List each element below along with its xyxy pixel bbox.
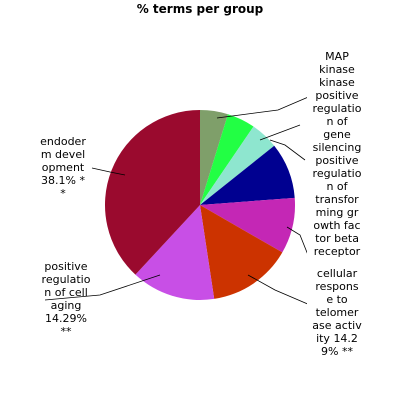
label-endoderm-line-1: m devel — [41, 148, 85, 161]
label-endoderm-line-3: 38.1% * — [41, 174, 85, 187]
pie-slice-2 — [200, 126, 275, 205]
label-map-kinase-tgf-beta-bg — [307, 50, 367, 260]
pie-slice-0 — [200, 110, 228, 205]
label-telomerase-line-2: e to — [326, 293, 348, 306]
pie-slice-4 — [200, 197, 295, 253]
label-cell-aging-line-1: regulatio — [42, 273, 91, 286]
label-map-kinase-tgf-beta-line-7: silencing — [313, 141, 362, 154]
label-map-kinase-tgf-beta-line-4: regulatio — [313, 102, 362, 115]
label-map-kinase-tgf-beta-line-0: MAP — [325, 50, 349, 63]
label-map-kinase-tgf-beta-line-11: transfor — [315, 193, 359, 206]
label-telomerase-line-1: respons — [315, 280, 358, 293]
label-map-kinase-tgf-beta-line-12: ming gr — [316, 206, 359, 219]
label-map-kinase-tgf-beta-line-1: kinase — [319, 63, 355, 76]
leader-line-tgf-beta — [269, 139, 306, 161]
label-cell-aging-line-0: positive — [44, 260, 87, 273]
label-cell-aging-line-3: aging — [51, 299, 82, 312]
label-cell-aging-line-2: n of cell — [44, 286, 88, 299]
pie-slice-7 — [104, 110, 200, 275]
leader-lines — [44, 94, 314, 306]
label-map-kinase-tgf-beta-line-10: n of — [326, 180, 348, 193]
label-map-kinase-tgf-beta-line-9: regulatio — [313, 167, 362, 180]
label-endoderm-line-0: endoder — [40, 135, 86, 148]
pie-slice-1 — [200, 114, 254, 205]
label-map-kinase-tgf-beta-line-15: receptor — [314, 245, 361, 258]
leader-line-map-kinase — [216, 94, 314, 119]
label-map-kinase-tgf-beta-line-14: tor beta — [315, 232, 359, 245]
leader-line-gene-silencing — [259, 124, 301, 141]
label-telomerase-line-0: cellular — [317, 267, 358, 280]
label-endoderm-line-2: opment — [42, 161, 85, 174]
label-cell-aging-line-5: ** — [61, 325, 73, 338]
label-map-kinase-tgf-beta-line-3: positive — [315, 89, 358, 102]
leader-line-endoderm — [91, 167, 126, 176]
label-map-kinase-tgf-beta-line-13: owth fac — [313, 219, 360, 232]
label-cell-aging-line-4: 14.29% — [45, 312, 87, 325]
label-telomerase-line-5: ity 14.2 — [316, 332, 358, 345]
label-telomerase-line-3: telomer — [316, 306, 359, 319]
leader-line-telomerase — [247, 274, 311, 306]
leader-line-cell-aging — [44, 274, 161, 301]
label-telomerase-line-6: 9% ** — [321, 345, 353, 358]
label-endoderm-line-4: * — [60, 187, 66, 200]
leader-line-extra — [286, 226, 309, 256]
chart-title: % terms per group — [137, 2, 264, 16]
label-map-kinase-tgf-beta-line-2: kinase — [319, 76, 355, 89]
pie-slice-3 — [200, 145, 295, 205]
pie-slice-5 — [200, 205, 283, 299]
label-map-kinase-tgf-beta-line-6: gene — [323, 128, 351, 141]
label-map-kinase-tgf-beta-line-5: n of — [326, 115, 348, 128]
label-telomerase-bg — [307, 267, 367, 360]
pie-slices — [104, 110, 295, 300]
label-map-kinase-tgf-beta-line-8: positive — [315, 154, 358, 167]
label-telomerase-line-4: ase activ — [312, 319, 362, 332]
